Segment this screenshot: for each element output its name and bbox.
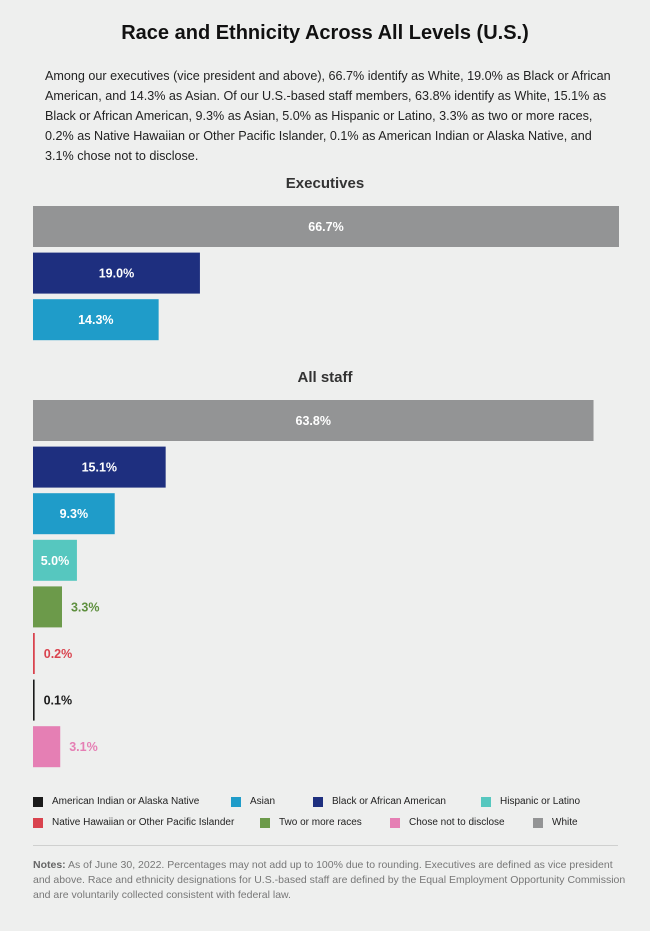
legend-swatch [33,817,43,828]
executives-bar-asian [33,299,159,341]
legend-label: White [552,817,578,828]
legend-swatch [481,796,491,807]
intro-paragraph: Among our executives (vice president and… [45,69,611,163]
legend-swatch [313,796,323,807]
executives-chart-title: Executives [285,175,365,192]
legend-swatch [533,817,543,828]
all-staff-label-black-or-african-american: 15.1% [82,461,117,475]
legend-label: Asian [250,796,276,807]
executives-bar-black-or-african-american [33,252,200,294]
legend-item-american-indian: American Indian or Alaska Native [33,796,199,807]
all-staff-bar-hispanic-or-latino [33,539,77,581]
all-staff-label-white: 63.8% [296,414,331,428]
bar-charts: 66.7% 19.0% 14.3% 63.8% 15.1% 9.3% 5.0% 3.3% 0.2… [33,206,619,768]
executives-bar-white [33,206,619,247]
notes-label: Notes: [33,859,66,871]
all-staff-bar-two-or-more-races [33,586,62,628]
all-staff-label-chose-not-to-disclose: 3.1% [69,740,98,754]
legend-swatch [260,817,270,828]
legend-item-hispanic: Hispanic or Latino [481,796,580,807]
legend-swatch [231,796,241,807]
all-staff-bar-american-indian-or-alaska-native [33,679,35,721]
legend-label: Hispanic or Latino [500,796,581,807]
executives-label-black-or-african-american: 19.0% [99,267,134,281]
all-staff-bar-chose-not-to-disclose [33,726,61,768]
notes: Notes: As of June 30, 2022. Percentages … [33,858,633,903]
legend-item-asian: Asian [231,796,275,807]
legend-item-white: White [533,817,578,828]
legend-label: Chose not to disclose [409,817,505,828]
all-staff-bar-asian [33,493,115,535]
legend-label: Two or more races [279,817,362,828]
all-staff-bar-black-or-african-american [33,446,166,488]
all-staff-bar-white [33,400,594,441]
legend-item-black: Black or African American [313,796,446,807]
legend-label: American Indian or Alaska Native [52,796,200,807]
all-staff-label-hispanic-or-latino: 5.0% [41,554,70,568]
all-staff-label-american-indian-or-alaska-native: 0.1% [44,694,73,708]
notes-text: As of June 30, 2022. Percentages may not… [33,859,626,901]
legend-item-native-hawaiian: Native Hawaiian or Other Pacific Islande… [33,817,234,828]
all-staff-label-asian: 9.3% [60,507,89,521]
executives-label-white: 66.7% [308,220,343,234]
legend-swatch [33,796,43,807]
legend-label: Native Hawaiian or Other Pacific Islande… [52,817,235,828]
legend-label: Black or African American [332,796,446,807]
legend-item-two-or-more: Two or more races [260,817,362,828]
divider [33,845,618,846]
legend-item-chose-not: Chose not to disclose [390,817,505,828]
legend-swatch [390,817,400,828]
executives-label-asian: 14.3% [78,313,113,327]
all-staff-bar-native-hawaiian-or-other-pacific-islander [33,633,35,674]
all-staff-chart-title: All staff [297,369,353,386]
all-staff-label-two-or-more-races: 3.3% [71,600,100,614]
page-title: Race and Ethnicity Across All Levels (U.… [121,22,529,44]
all-staff-label-native-hawaiian-or-other-pacific-islander: 0.2% [44,647,73,661]
